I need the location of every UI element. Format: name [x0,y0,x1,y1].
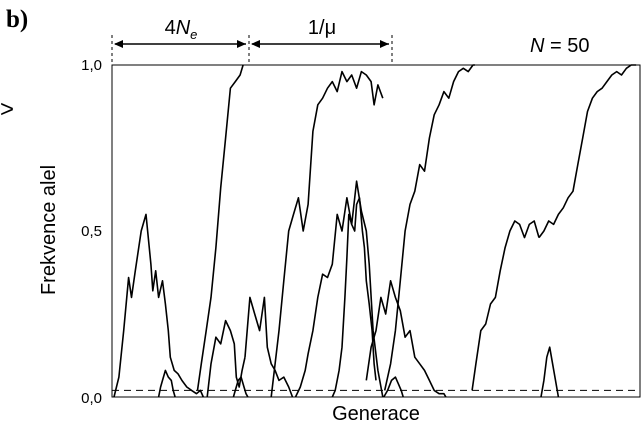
allele-trajectory-11 [383,64,475,391]
left-edge-mark: > [0,96,15,123]
population-value: = 50 [544,35,589,57]
allele-trajectory-12 [383,376,404,398]
y-tick-label-0: 0,0 [81,390,102,407]
allele-trajectory-5 [232,376,249,398]
fixation-time-label: 4Ne [165,17,198,42]
allele-trajectory-14 [538,64,637,239]
population-size-label: N = 50 [530,35,590,57]
allele-trajectory-8 [294,180,384,398]
fixation-coeff: 4 [165,17,176,39]
series-group [113,64,637,398]
y-tick-label-1: 1,0 [81,57,102,74]
allele-trajectory-10 [365,279,447,398]
allele-trajectory-9 [331,197,377,398]
allele-trajectory-3 [196,64,244,391]
x-axis-label: Generace [332,403,420,425]
plot-frame [111,64,641,398]
allele-trajectory-6 [244,296,294,398]
allele-trajectory-13 [471,220,540,391]
y-tick-label-05: 0,5 [81,223,102,240]
allele-trajectory-7 [270,70,384,398]
allele-trajectory-1 [113,213,205,398]
panel-label: b) [6,6,29,33]
y-axis-label: Frekvence alel [38,165,60,295]
allele-trajectory-2 [157,369,176,398]
fixation-subscript: e [190,27,197,42]
allele-trajectory-4 [206,319,246,398]
population-symbol: N [530,35,545,57]
mutation-time-label: 1/μ [308,17,336,39]
fixation-symbol: N [176,17,191,39]
allele-trajectory-15 [540,346,560,398]
